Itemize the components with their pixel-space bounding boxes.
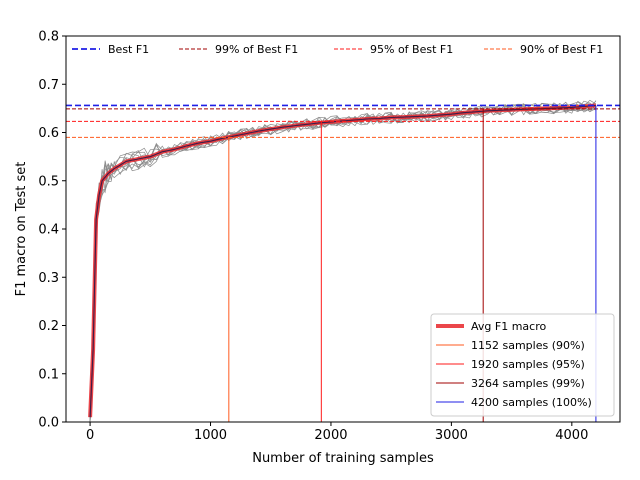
x-tick-label: 0 — [86, 428, 94, 443]
plot-content — [66, 99, 620, 422]
axes-frame — [65, 35, 621, 423]
legend-bottom-frame — [430, 313, 615, 417]
y-tick-label: 0.0 — [38, 416, 59, 431]
legend-bottom-label: 1152 samples (90%) — [471, 339, 585, 352]
legend-bottom-label: Avg F1 macro — [471, 320, 546, 333]
legend-bottom-label: 4200 samples (100%) — [471, 396, 592, 409]
y-tick-label: 0.5 — [38, 174, 59, 189]
x-tick-label: 3000 — [435, 428, 468, 443]
avg-f1-overlay-line — [89, 104, 596, 418]
legend-top-label: 99% of Best F1 — [215, 43, 298, 56]
y-tick-label: 0.4 — [38, 223, 59, 238]
legend-bottom-label: 1920 samples (95%) — [471, 358, 585, 371]
x-axis-label: Number of training samples — [252, 451, 434, 466]
legend-top-label: 95% of Best F1 — [370, 43, 453, 56]
y-axis-label: F1 macro on Test set — [14, 162, 29, 297]
x-tick-label: 2000 — [314, 428, 347, 443]
x-tick-label: 1000 — [194, 428, 227, 443]
legend-top-label: Best F1 — [108, 43, 149, 56]
y-tick-label: 0.7 — [38, 78, 59, 93]
plot-area — [66, 99, 620, 422]
legend-top-label: 90% of Best F1 — [520, 43, 603, 56]
y-tick-label: 0.1 — [38, 367, 59, 382]
y-tick-label: 0.6 — [38, 126, 59, 141]
y-tick-label: 0.8 — [38, 30, 59, 45]
legend-top: Best F1 99% of Best F1 95% of Best F1 90% o… — [72, 43, 603, 56]
y-tick-label: 0.3 — [38, 271, 59, 286]
legend-bottom-label: 3264 samples (99%) — [471, 377, 585, 390]
x-tick-label: 4000 — [555, 428, 588, 443]
legend-bottom: Avg F1 macro 1152 samples (90%) 1920 sampl… — [430, 313, 615, 417]
axis-ticks: 0 1000 2000 3000 4000 0.0 0.1 0.2 0.3 0.4 0.5 0.6 0.… — [38, 30, 588, 444]
y-tick-label: 0.2 — [38, 319, 59, 334]
